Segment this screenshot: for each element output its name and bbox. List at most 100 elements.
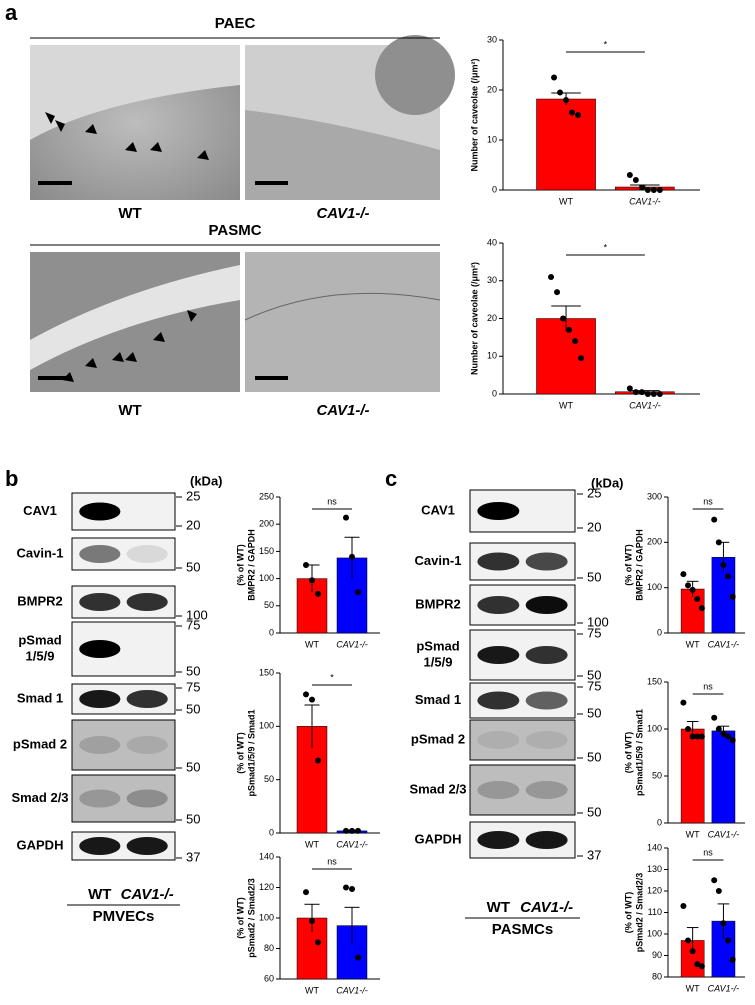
data-point [644, 187, 651, 193]
blot-band [79, 502, 121, 521]
row-label: GAPDH [415, 831, 462, 846]
y-tick-label: 250 [259, 491, 274, 501]
data-point [309, 918, 315, 925]
row-label: BMPR2 [17, 593, 63, 608]
y-axis-label: (% of WT) [623, 544, 633, 585]
data-point [650, 187, 657, 193]
blot-band [477, 731, 520, 749]
marker-label: 75 [587, 678, 601, 693]
blot-band [79, 789, 121, 808]
data-point [303, 691, 309, 698]
blot-strip [71, 774, 176, 823]
data-point [349, 553, 355, 560]
data-point [638, 389, 645, 396]
blot-band [477, 781, 520, 799]
y-tick-label: 0 [492, 388, 497, 398]
row-label: 1/5/9 [26, 648, 55, 663]
data-point [685, 937, 692, 944]
x-tick-label: CAV1-/- [708, 983, 740, 993]
significance-label: ns [327, 856, 337, 866]
kda-header: (kDa) [591, 475, 624, 490]
x-tick-label: WT [686, 829, 700, 839]
x-tick-label: CAV1-/- [708, 829, 740, 839]
blot-band [79, 545, 121, 563]
data-point [343, 827, 349, 834]
y-tick-label: 80 [264, 943, 274, 953]
y-tick-label: 40 [487, 237, 497, 247]
y-tick-label: 50 [264, 774, 274, 784]
marker-label: 25 [587, 485, 601, 500]
y-tick-label: 20 [487, 84, 497, 94]
significance-label: * [604, 39, 608, 49]
y-tick-label: 200 [647, 537, 662, 547]
data-point [698, 733, 705, 740]
x-tick-label: CAV1-/- [629, 196, 661, 206]
row-label: pSmad [18, 632, 61, 647]
data-point [725, 733, 732, 740]
blot-band [477, 596, 520, 614]
y-tick-label: 0 [269, 627, 274, 637]
y-tick-label: 90 [652, 950, 662, 960]
data-point [349, 827, 355, 834]
bar [536, 318, 596, 395]
y-tick-label: 30 [487, 34, 497, 44]
data-point [715, 726, 722, 732]
data-point [315, 757, 321, 764]
marker-label: 50 [186, 701, 200, 716]
panel-label: b [5, 466, 18, 491]
data-point [355, 589, 361, 596]
y-tick-label: 0 [492, 184, 497, 194]
x-tick-label: WT [686, 639, 700, 649]
data-point [680, 571, 687, 578]
x-tick-label: CAV1-/- [336, 839, 368, 849]
data-point [303, 562, 309, 568]
lane-label: WT [487, 899, 510, 916]
x-tick-label: WT [305, 985, 319, 995]
blot-band [477, 831, 520, 849]
y-tick-label: 120 [259, 882, 274, 892]
row-label: Smad 2/3 [409, 781, 466, 796]
blot-band [525, 831, 568, 849]
row-label: Cavin-1 [415, 553, 462, 568]
data-point [650, 391, 657, 397]
y-axis-label: pSmad2 / Smad2/3 [634, 873, 644, 953]
y-axis-label: (% of WT) [235, 544, 245, 585]
y-tick-label: 50 [264, 600, 274, 610]
vesicle [375, 35, 455, 115]
kda-header: (kDa) [190, 473, 223, 488]
marker-label: 50 [587, 749, 601, 764]
data-point [355, 827, 361, 834]
data-point [309, 696, 315, 703]
marker-label: 50 [186, 559, 200, 574]
caption: CAV1-/- [316, 402, 369, 419]
row-label: pSmad 2 [13, 736, 67, 751]
x-tick-label: WT [686, 983, 700, 993]
data-point [725, 937, 732, 944]
blot-band [79, 640, 121, 658]
membrane [244, 292, 441, 321]
data-point [680, 903, 687, 910]
marker-label: 50 [587, 569, 601, 584]
cell-edge [30, 45, 240, 140]
row-label: GAPDH [17, 837, 64, 852]
y-axis-label: pSmad1/5/9 / Smad1 [246, 709, 256, 796]
y-axis-label: pSmad1/5/9 / Smad1 [634, 709, 644, 796]
y-tick-label: 80 [652, 971, 662, 981]
data-point [720, 920, 727, 927]
row-label: BMPR2 [415, 596, 461, 611]
marker-label: 50 [587, 667, 601, 682]
row-label: 1/5/9 [424, 654, 453, 669]
row-label: pSmad [416, 638, 459, 653]
data-point [560, 315, 567, 322]
marker-label: 75 [587, 625, 601, 640]
x-tick-label: CAV1-/- [629, 400, 661, 410]
row-label: Smad 1 [415, 692, 461, 707]
cell-type: PMVECs [93, 908, 155, 925]
marker-label: 75 [186, 679, 200, 694]
data-point [644, 391, 651, 397]
blot-band [79, 593, 121, 611]
data-point [578, 355, 585, 362]
cell-type: PASMCs [492, 921, 553, 938]
marker-label: 20 [186, 517, 200, 532]
